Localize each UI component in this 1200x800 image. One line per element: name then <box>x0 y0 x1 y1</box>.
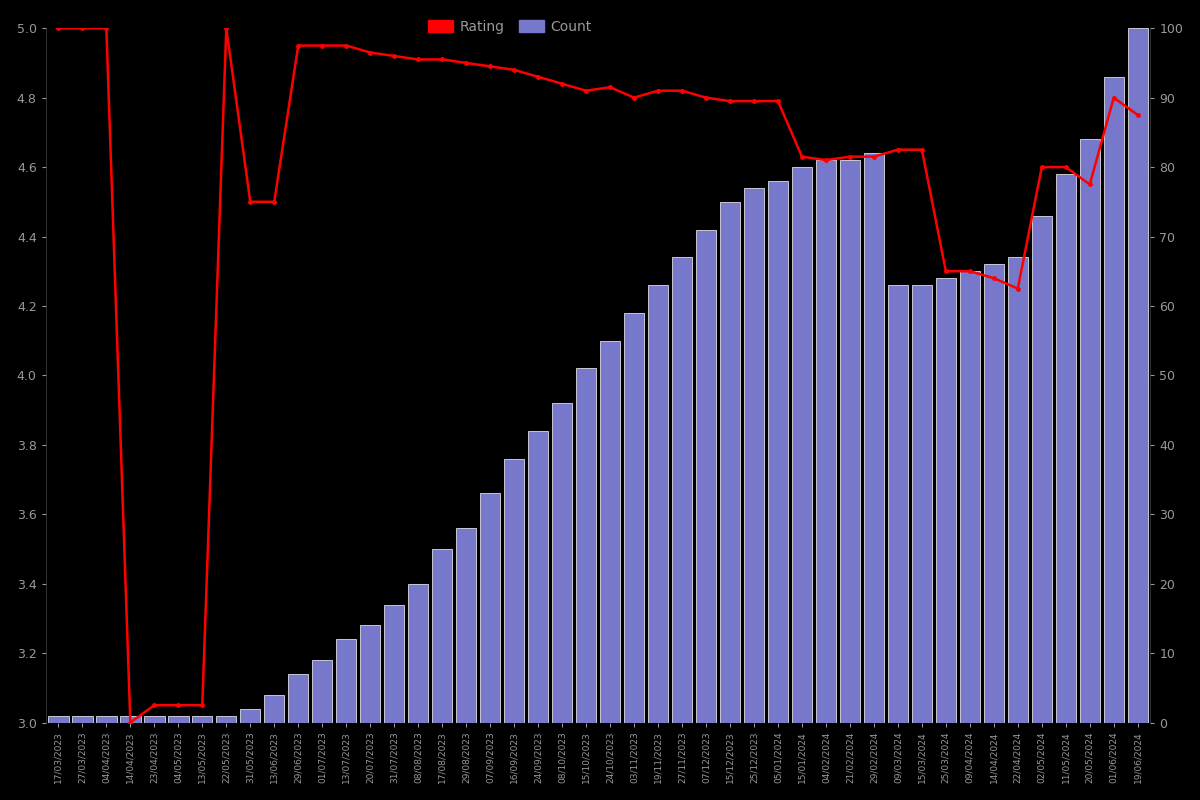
Bar <box>480 494 500 722</box>
Bar <box>456 528 476 722</box>
Bar <box>1080 139 1100 722</box>
Bar <box>1056 174 1076 722</box>
Bar <box>600 341 620 722</box>
Bar <box>1104 77 1124 722</box>
Bar <box>720 202 740 722</box>
Bar <box>48 716 68 722</box>
Bar <box>72 716 92 722</box>
Bar <box>96 716 116 722</box>
Bar <box>768 181 788 722</box>
Bar <box>288 674 308 722</box>
Bar <box>408 584 428 722</box>
Bar <box>360 626 380 722</box>
Bar <box>816 160 836 722</box>
Bar <box>192 716 212 722</box>
Bar <box>1008 258 1028 722</box>
Bar <box>624 313 644 722</box>
Bar <box>648 285 668 722</box>
Bar <box>888 285 908 722</box>
Bar <box>120 716 140 722</box>
Bar <box>672 258 692 722</box>
Bar <box>960 271 980 722</box>
Bar <box>984 264 1004 722</box>
Bar <box>840 160 860 722</box>
Bar <box>696 230 716 722</box>
Bar <box>912 285 932 722</box>
Bar <box>336 639 356 722</box>
Bar <box>528 431 548 722</box>
Bar <box>312 660 332 722</box>
Bar <box>504 458 524 722</box>
Bar <box>552 403 572 722</box>
Bar <box>792 167 812 722</box>
Bar <box>744 188 764 722</box>
Bar <box>264 694 284 722</box>
Bar <box>384 605 404 722</box>
Bar <box>168 716 188 722</box>
Bar <box>1128 28 1148 722</box>
Legend: Rating, Count: Rating, Count <box>422 14 598 39</box>
Bar <box>576 369 596 722</box>
Bar <box>1032 216 1052 722</box>
Bar <box>216 716 236 722</box>
Bar <box>432 549 452 722</box>
Bar <box>240 709 260 722</box>
Bar <box>144 716 164 722</box>
Bar <box>864 153 884 722</box>
Bar <box>936 278 956 722</box>
